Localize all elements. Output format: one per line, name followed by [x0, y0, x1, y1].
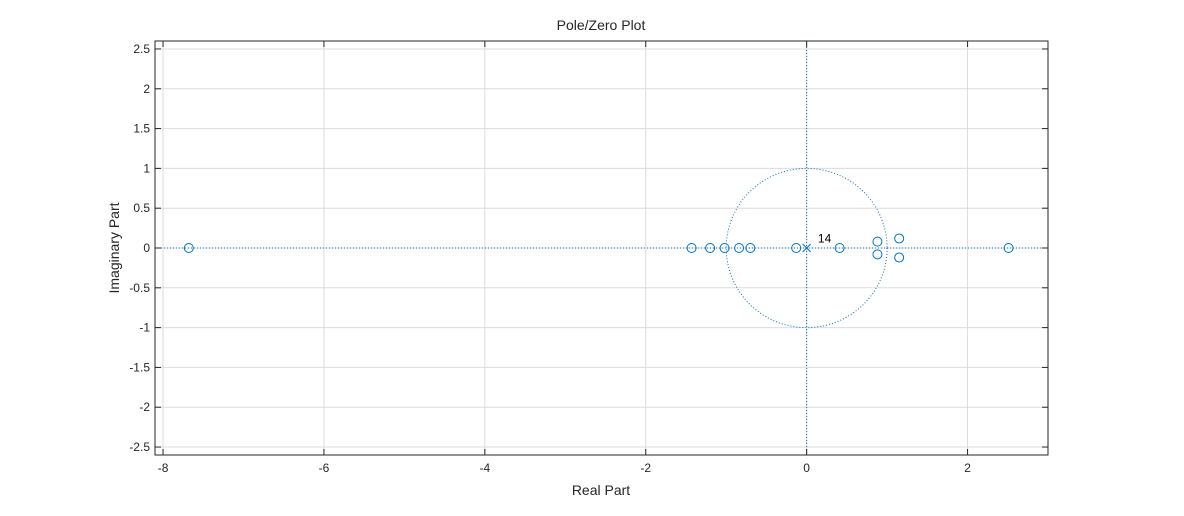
x-tick-label: -4 [480, 461, 491, 475]
x-tick-label: -8 [158, 461, 169, 475]
x-tick-label: -6 [319, 461, 330, 475]
y-tick-label: 2.5 [133, 42, 150, 56]
y-tick-label: 1 [143, 161, 150, 175]
y-tick-label: 1.5 [133, 122, 150, 136]
y-tick-label: -1 [139, 321, 150, 335]
zero-marker [791, 243, 802, 253]
unit-circle [725, 167, 888, 329]
y-tick-label: 2 [143, 82, 150, 96]
zero-marker [1003, 243, 1014, 253]
y-tick-label: -0.5 [129, 281, 150, 295]
y-axis-label: Imaginary Part [106, 202, 122, 293]
zero-marker [745, 243, 756, 253]
y-tick-label: -2 [139, 400, 150, 414]
zero-marker [705, 243, 716, 253]
multiplicity-annotation: 14 [818, 231, 832, 245]
y-tick-label: -2.5 [129, 440, 150, 454]
y-tick-label: 0 [143, 241, 150, 255]
markers: 14 [183, 231, 1014, 263]
chart-title: Pole/Zero Plot [557, 17, 646, 33]
pole-marker [802, 243, 812, 253]
y-tick-label: 0.5 [133, 201, 150, 215]
grid [155, 41, 1048, 455]
zero-marker [894, 252, 905, 263]
x-tick-label: -2 [640, 461, 651, 475]
zero-marker [834, 243, 845, 253]
ticks: -8 -6 -4 -2 0 2 -2.5 -2 -1.5 -1 -0.5 0 0.5 1 1.5 2 2.5 [129, 41, 1048, 475]
zero-marker [183, 243, 194, 253]
x-tick-label: 0 [803, 461, 810, 475]
x-axis-label: Real Part [572, 482, 630, 498]
zero-marker [734, 243, 745, 253]
zero-marker [872, 236, 883, 247]
pole-marker-stroke [802, 243, 812, 253]
x-tick-label: 2 [964, 461, 971, 475]
zero-marker [872, 249, 883, 260]
zero-marker [894, 233, 905, 244]
zero-marker [719, 243, 730, 253]
zero-marker [686, 243, 697, 253]
y-tick-label: -1.5 [129, 360, 150, 374]
